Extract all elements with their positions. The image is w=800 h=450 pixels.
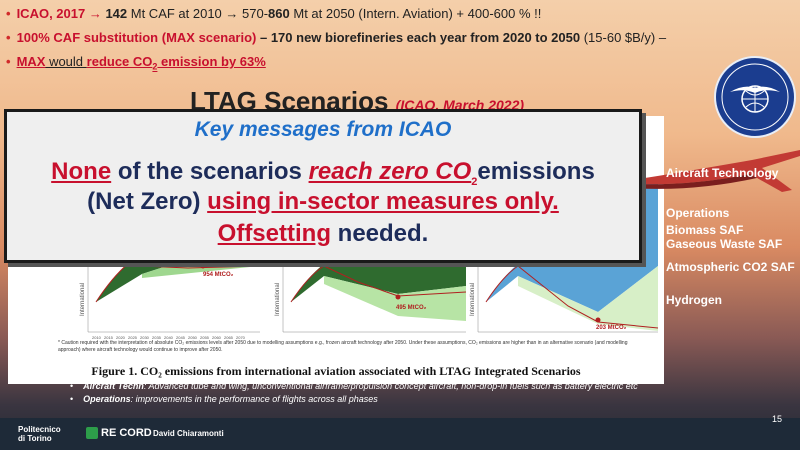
x-tick: 2065 (224, 335, 234, 340)
x-tick: 2060 (212, 335, 222, 340)
x-tick: 2030 (140, 335, 150, 340)
legend-hydrogen: Hydrogen (666, 293, 723, 307)
y-axis-label-2: International (275, 283, 281, 316)
definition-operations: • Operations: improvements in the perfor… (70, 394, 378, 404)
x-tick: 2035 (152, 335, 162, 340)
bullet-2: • 100% CAF substitution (MAX scenario) – … (6, 30, 667, 45)
author-name: David Chiaramonti (153, 429, 224, 438)
bullet-list: • ICAO, 2017 → 142 Mt CAF at 2010 → 570-8… (6, 2, 726, 79)
record-logo-icon (86, 427, 98, 439)
legend-gaseous-waste-saf: Gaseous Waste SAF (666, 237, 783, 251)
x-tick: 2045 (176, 335, 186, 340)
legend-operations: Operations (666, 206, 730, 220)
key-messages-box: Key messages from ICAO None of the scena… (4, 109, 642, 263)
page-number: 15 (772, 414, 783, 424)
figure-footnote: * Caution required with the interpretati… (58, 340, 628, 353)
footer-bar: Politecnico di Torino RE CORD David Chiar… (0, 414, 800, 450)
key-message-line-1: None of the scenarios reach zero CO2emis… (51, 158, 595, 188)
x-tick: 2040 (164, 335, 174, 340)
key-messages-title: Key messages from ICAO (194, 118, 452, 141)
x-axis-ticks: 2010 2015 2020 2025 2030 2035 2040 2045 … (92, 335, 246, 340)
x-tick: 2070 (236, 335, 246, 340)
icao-logo (714, 56, 796, 138)
definition-aircraft-techn: • Aircraft Techn: Advanced tube and wing… (70, 381, 638, 391)
bullet-3: • MAX would reduce CO2 emission by 63% (6, 54, 266, 72)
key-message-line-2: (Net Zero) using in-sector measures only… (87, 188, 559, 215)
bullet-1: • ICAO, 2017 → 142 Mt CAF at 2010 → 570-8… (6, 6, 542, 21)
legend-biomass-saf: Biomass SAF (666, 223, 744, 237)
annotation-495: 495 MtCO₂ (396, 305, 427, 311)
icao-emblem-icon (721, 63, 789, 131)
annotation-954: 954 MtCO₂ (203, 272, 234, 278)
x-tick: 2050 (188, 335, 198, 340)
key-message-line-3: Offsetting needed. (217, 220, 429, 247)
legend-aircraft-technology: Aircraft Technology (666, 166, 779, 180)
airplane-icon (632, 150, 800, 192)
y-axis-label-1: International (80, 283, 86, 316)
legend-atmospheric-co2-saf: Atmospheric CO2 SAF (666, 260, 795, 274)
x-tick: 2025 (128, 335, 138, 340)
x-tick: 2020 (116, 335, 126, 340)
definitions-list: • Aircraft Techn: Advanced tube and wing… (70, 380, 790, 406)
record-label: RE CORD (101, 427, 152, 439)
figure-caption: Figure 1. CO₂ emissions from internation… (91, 364, 581, 378)
polito-logo: Politecnico di Torino (18, 425, 61, 443)
x-tick: 2015 (104, 335, 114, 340)
y-axis-label-3: International (470, 283, 476, 316)
x-tick: 2055 (200, 335, 210, 340)
annotation-203: 203 MtCO₂ (596, 325, 627, 331)
x-tick: 2010 (92, 335, 102, 340)
